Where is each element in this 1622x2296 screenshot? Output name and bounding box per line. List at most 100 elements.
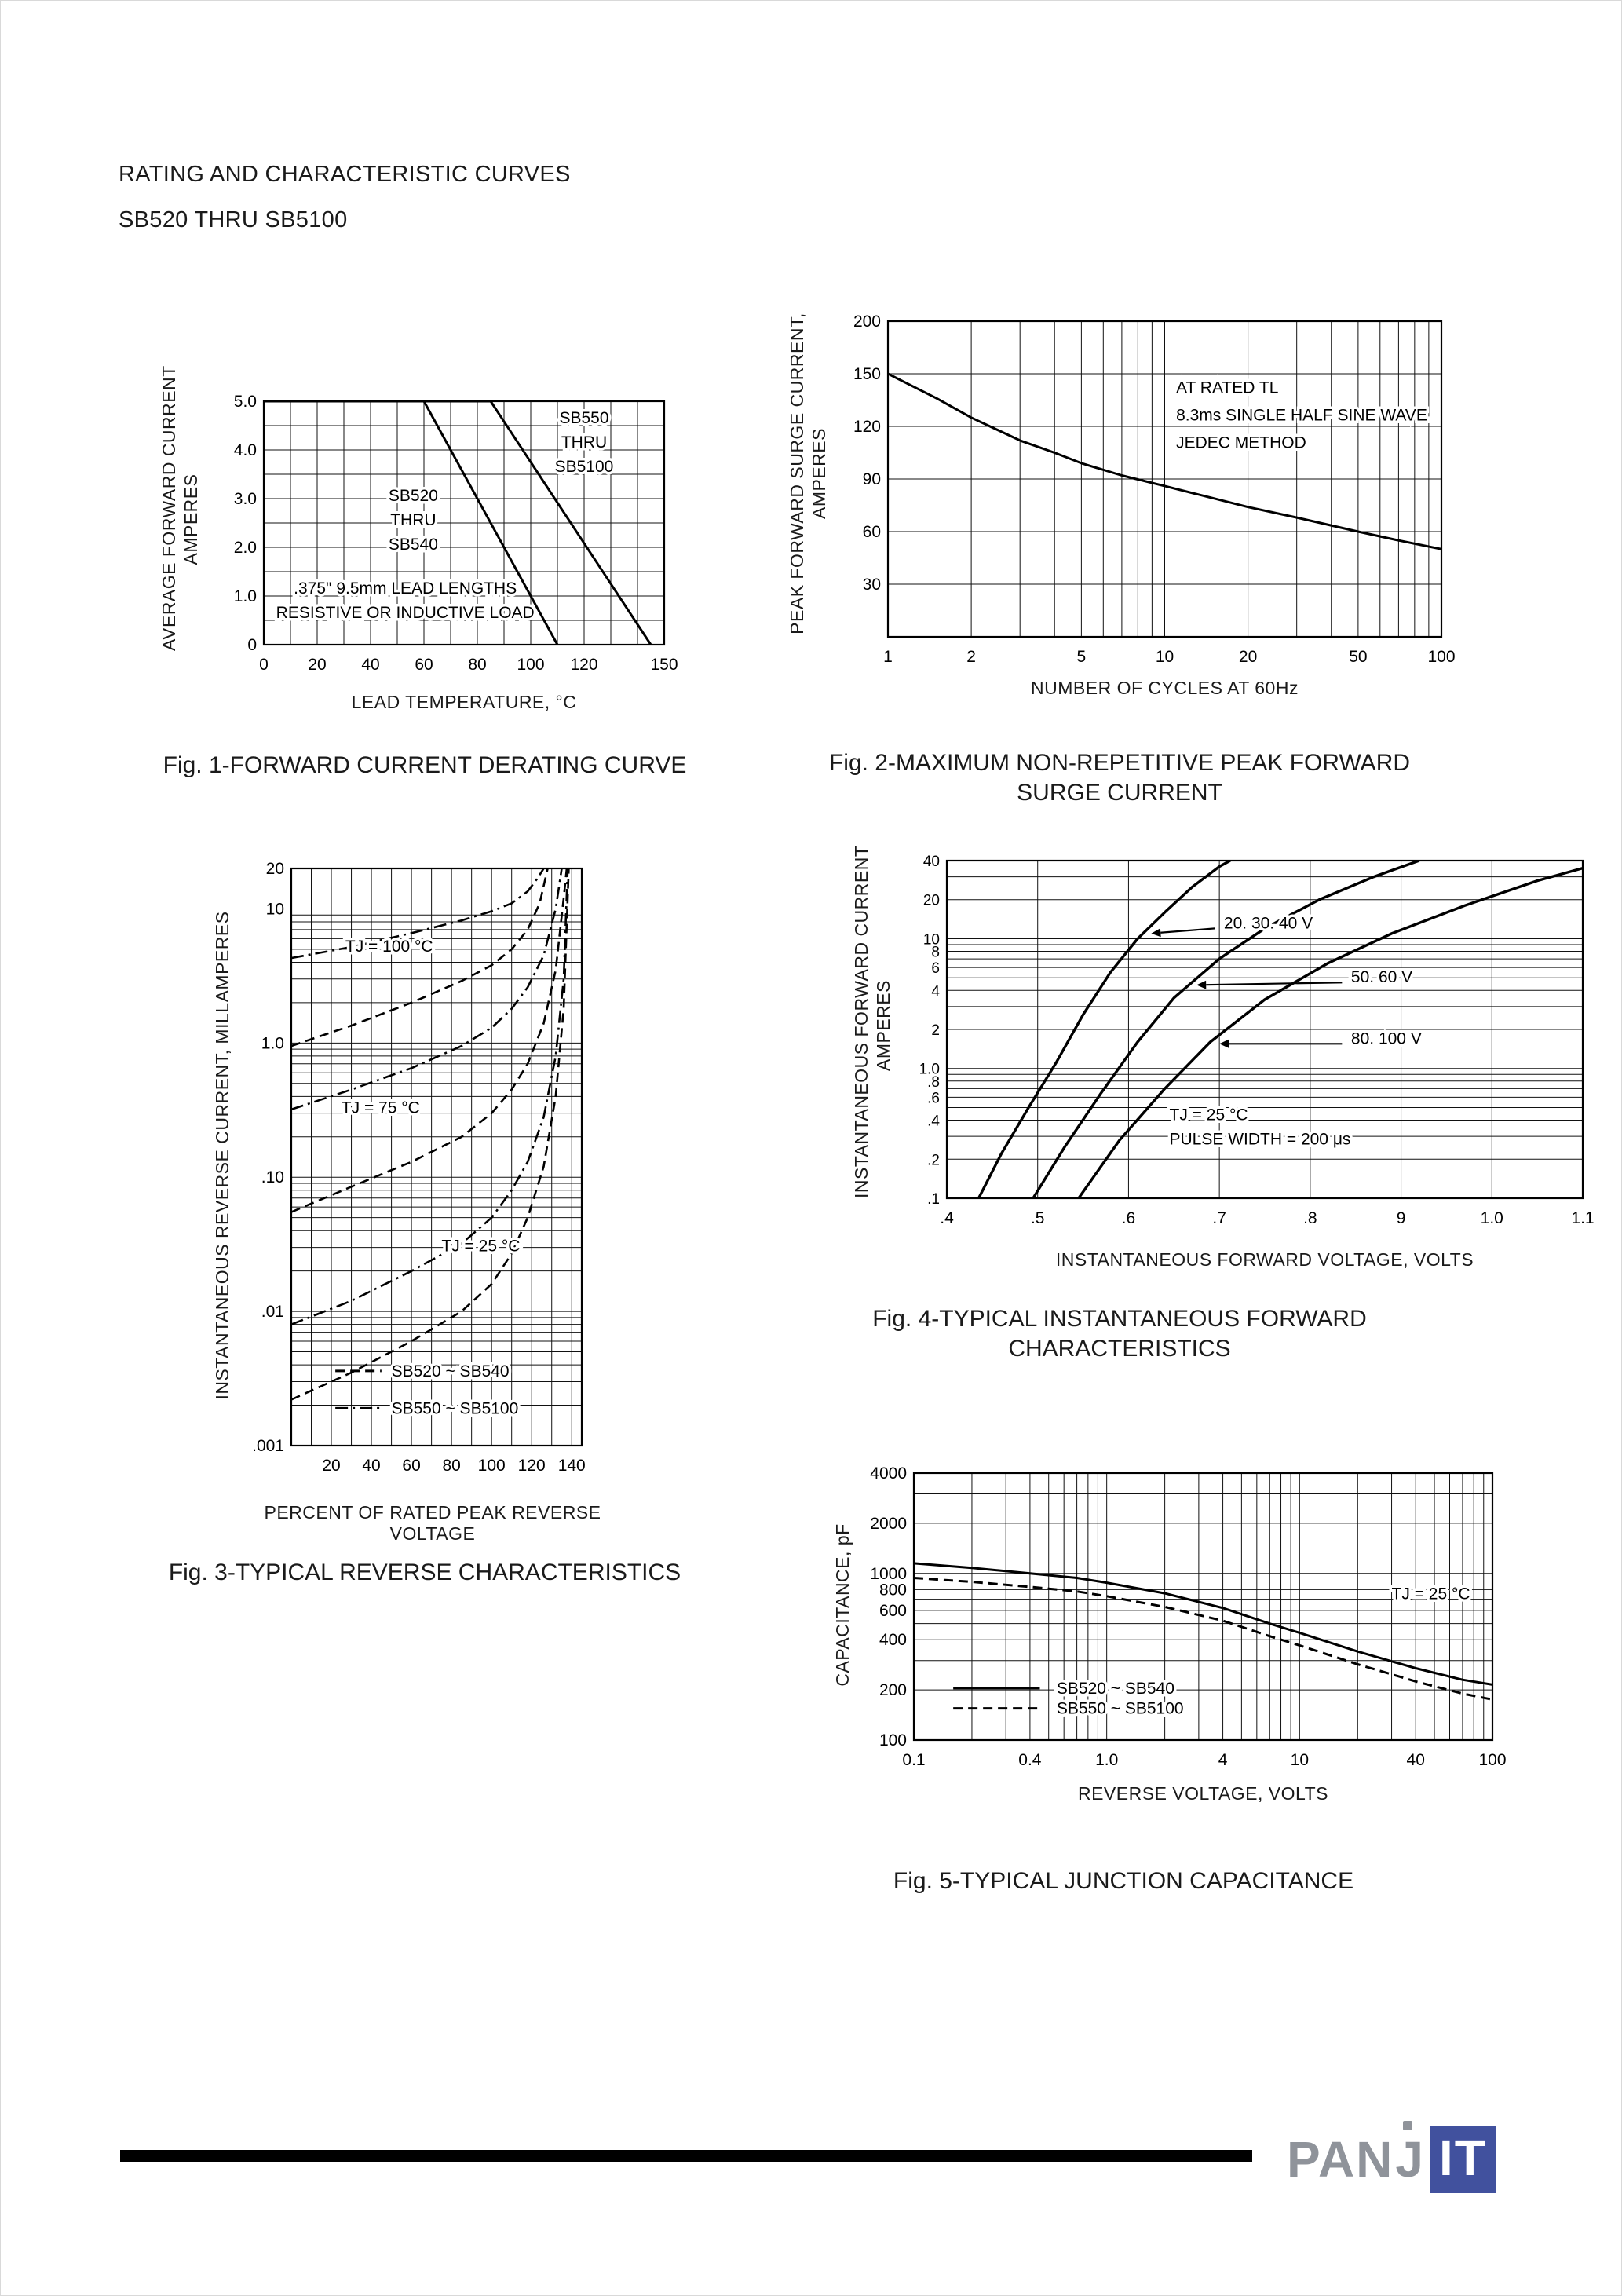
svg-text:TJ = 75 °C: TJ = 75 °C bbox=[342, 1099, 420, 1117]
svg-text:100: 100 bbox=[517, 656, 544, 674]
logo-j-text: J bbox=[1395, 2121, 1425, 2188]
svg-text:2000: 2000 bbox=[870, 1515, 907, 1533]
svg-text:20: 20 bbox=[308, 656, 326, 674]
fig4-x-axis-title: INSTANTANEOUS FORWARD VOLTAGE, VOLTS bbox=[1055, 1249, 1474, 1270]
fig3-y-axis-title: INSTANTANEOUS REVERSE CURRENT, MILLAMPER… bbox=[211, 859, 233, 1452]
svg-text:5: 5 bbox=[1077, 648, 1087, 666]
svg-text:80: 80 bbox=[442, 1457, 460, 1475]
svg-text:.01: .01 bbox=[261, 1303, 284, 1321]
svg-text:200: 200 bbox=[853, 313, 881, 331]
fig2-chart: AT RATED TL 8.3ms SINGLE HALF SINE WAVE JE… bbox=[853, 313, 1456, 666]
fig3-x-axis-title: PERCENT OF RATED PEAK REVERSE VOLTAGE bbox=[264, 1502, 601, 1544]
svg-text:TJ = 25 °C: TJ = 25 °C bbox=[1392, 1585, 1470, 1603]
svg-text:8: 8 bbox=[931, 945, 940, 961]
svg-text:.6: .6 bbox=[1122, 1209, 1136, 1227]
svg-text:10: 10 bbox=[266, 900, 284, 918]
svg-text:2: 2 bbox=[931, 1022, 940, 1039]
svg-text:30: 30 bbox=[863, 576, 881, 594]
svg-text:SB520: SB520 bbox=[389, 487, 438, 505]
svg-text:.4: .4 bbox=[940, 1209, 954, 1227]
fig2-y-axis-title-line2: AMPERES bbox=[809, 428, 829, 519]
svg-text:40: 40 bbox=[361, 656, 379, 674]
svg-text:SB550: SB550 bbox=[559, 409, 608, 427]
svg-text:8.3ms SINGLE HALF SINE WAVE: 8.3ms SINGLE HALF SINE WAVE bbox=[1176, 407, 1427, 425]
fig5-caption: Fig. 5-TYPICAL JUNCTION CAPACITANCE bbox=[893, 1868, 1354, 1894]
svg-text:50: 50 bbox=[1349, 648, 1367, 666]
fig2-caption-line2: SURGE CURRENT bbox=[1017, 780, 1222, 806]
svg-text:TJ = 25 °C: TJ = 25 °C bbox=[1170, 1106, 1248, 1124]
svg-text:4: 4 bbox=[931, 983, 940, 1000]
fig5-chart: TJ = 25 °C SB520 ~ SB540 SB550 ~ SB5100 0.1… bbox=[870, 1464, 1506, 1769]
svg-text:PULSE WIDTH = 200 μs: PULSE WIDTH = 200 μs bbox=[1170, 1130, 1351, 1148]
svg-text:1.0: 1.0 bbox=[1481, 1209, 1503, 1227]
fig1-caption: Fig. 1-FORWARD CURRENT DERATING CURVE bbox=[163, 752, 687, 778]
svg-text:2.0: 2.0 bbox=[234, 539, 257, 557]
footer-rule bbox=[120, 2150, 1252, 2162]
svg-text:80. 100 V: 80. 100 V bbox=[1351, 1029, 1422, 1047]
svg-text:40: 40 bbox=[362, 1457, 380, 1475]
panjit-logo: PAN J IT bbox=[1287, 2121, 1496, 2193]
svg-text:.8: .8 bbox=[927, 1074, 940, 1091]
svg-text:1: 1 bbox=[883, 648, 893, 666]
svg-text:.7: .7 bbox=[1212, 1209, 1226, 1227]
svg-text:1000: 1000 bbox=[870, 1565, 907, 1583]
svg-text:1.1: 1.1 bbox=[1571, 1209, 1594, 1227]
svg-text:200: 200 bbox=[879, 1681, 907, 1699]
fig2-caption: Fig. 2-MAXIMUM NON-REPETITIVE PEAK FORWA… bbox=[798, 748, 1441, 808]
fig1-x-axis-title: LEAD TEMPERATURE, °C bbox=[351, 692, 577, 712]
svg-text:TJ = 25 °C: TJ = 25 °C bbox=[441, 1238, 520, 1256]
svg-text:4.0: 4.0 bbox=[234, 441, 257, 459]
svg-text:800: 800 bbox=[879, 1581, 907, 1599]
svg-text:SB550 ~ SB5100: SB550 ~ SB5100 bbox=[392, 1399, 519, 1417]
svg-text:2: 2 bbox=[966, 648, 976, 666]
svg-text:0: 0 bbox=[259, 656, 269, 674]
svg-text:60: 60 bbox=[402, 1457, 420, 1475]
fig1-y-axis-title-line1: AVERAGE FORWARD CURRENT bbox=[159, 365, 179, 651]
svg-text:THRU: THRU bbox=[390, 511, 436, 529]
svg-text:0.1: 0.1 bbox=[902, 1751, 925, 1769]
svg-text:100: 100 bbox=[879, 1731, 907, 1749]
svg-text:10: 10 bbox=[923, 931, 940, 948]
svg-text:600: 600 bbox=[879, 1602, 907, 1620]
svg-text:400: 400 bbox=[879, 1631, 907, 1649]
svg-text:.10: .10 bbox=[261, 1168, 284, 1186]
svg-text:SB540: SB540 bbox=[389, 536, 438, 554]
fig5-y-axis-title-line1: CAPACITANCE, pF bbox=[832, 1523, 853, 1687]
svg-text:20: 20 bbox=[1239, 648, 1257, 666]
svg-text:0.4: 0.4 bbox=[1018, 1751, 1042, 1769]
svg-text:JEDEC METHOD: JEDEC METHOD bbox=[1176, 434, 1306, 452]
svg-text:100: 100 bbox=[1478, 1751, 1506, 1769]
svg-text:100: 100 bbox=[1427, 648, 1455, 666]
fig4-y-axis-title-line2: AMPERES bbox=[873, 980, 893, 1071]
svg-text:120: 120 bbox=[570, 656, 597, 674]
svg-text:THRU: THRU bbox=[561, 433, 607, 452]
svg-text:1.0: 1.0 bbox=[234, 587, 257, 605]
fig4-caption-line1: Fig. 4-TYPICAL INSTANTANEOUS FORWARD bbox=[872, 1306, 1367, 1332]
fig2-x-axis-title: NUMBER OF CYCLES AT 60Hz bbox=[1031, 678, 1299, 698]
svg-text:140: 140 bbox=[558, 1457, 586, 1475]
svg-text:60: 60 bbox=[863, 523, 881, 541]
svg-text:20: 20 bbox=[266, 860, 284, 878]
fig1-y-axis-title: AVERAGE FORWARD CURRENT AMPERES bbox=[158, 365, 202, 651]
svg-text:3.0: 3.0 bbox=[234, 490, 257, 508]
svg-text:10: 10 bbox=[1291, 1751, 1309, 1769]
svg-text:.375" 9.5mm LEAD LENGTHS: .375" 9.5mm LEAD LENGTHS bbox=[294, 579, 517, 598]
svg-text:10: 10 bbox=[1156, 648, 1174, 666]
svg-text:120: 120 bbox=[518, 1457, 546, 1475]
logo-pan-text: PAN bbox=[1287, 2131, 1394, 2188]
svg-text:100: 100 bbox=[478, 1457, 506, 1475]
svg-text:20: 20 bbox=[923, 893, 940, 909]
svg-text:20. 30. 40 V: 20. 30. 40 V bbox=[1224, 914, 1313, 932]
svg-text:SB520 ~ SB540: SB520 ~ SB540 bbox=[1057, 1680, 1174, 1698]
svg-text:1.0: 1.0 bbox=[1095, 1751, 1118, 1769]
fig5-x-axis-title: REVERSE VOLTAGE, VOLTS bbox=[1077, 1783, 1329, 1804]
svg-text:AT RATED TL: AT RATED TL bbox=[1176, 379, 1278, 397]
fig5-y-axis-title: CAPACITANCE, pF bbox=[831, 1460, 853, 1750]
svg-text:.4: .4 bbox=[927, 1113, 940, 1130]
page-title: RATING AND CHARACTERISTIC CURVES bbox=[119, 162, 571, 187]
fig4-y-axis-title-line1: INSTANTANEOUS FORWARD CURRENT bbox=[851, 845, 871, 1198]
fig2-y-axis-title-line1: PEAK FORWARD SURGE CURRENT, bbox=[787, 313, 807, 634]
svg-text:0: 0 bbox=[247, 636, 257, 654]
svg-text:40: 40 bbox=[1407, 1751, 1425, 1769]
